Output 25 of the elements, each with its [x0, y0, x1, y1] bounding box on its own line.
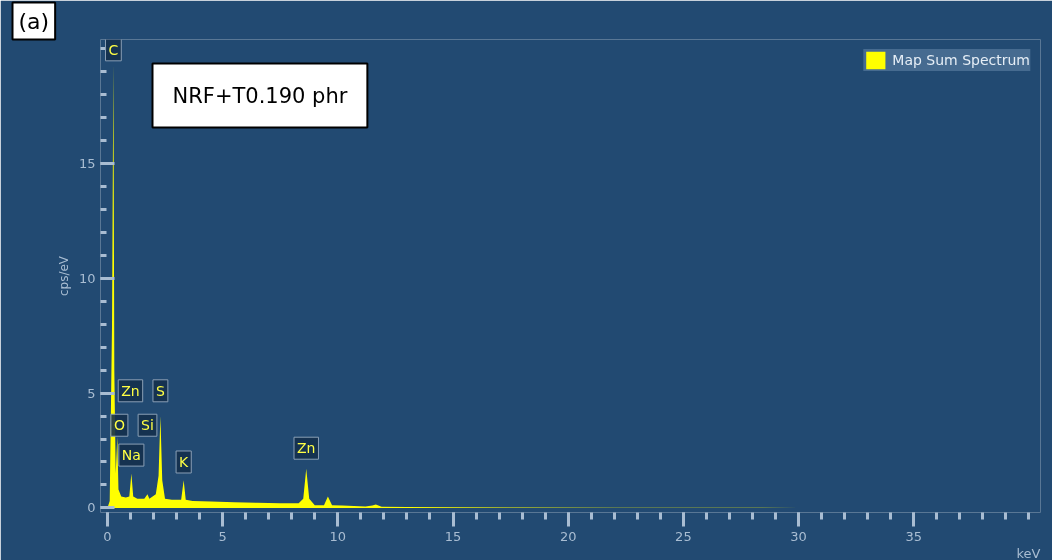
y-tick-label: 15 — [78, 155, 96, 171]
annotation: O — [113, 417, 125, 434]
annotation: Si — [141, 417, 154, 434]
annotation: NRF+T0.190 phr — [172, 83, 348, 108]
y-axis-title: cps/eV — [56, 255, 71, 297]
x-tick-label: 30 — [790, 528, 807, 544]
x-tick-label: 20 — [559, 528, 577, 544]
annotation: S — [155, 382, 165, 399]
annotation: Zn — [297, 440, 316, 457]
text: (a) — [18, 8, 50, 34]
x-tick-label: 5 — [218, 528, 227, 544]
annotation: C — [108, 41, 119, 58]
annotation: Na — [121, 447, 141, 464]
annotation: K — [179, 453, 190, 470]
y-tick-label: 0 — [87, 500, 96, 516]
x-tick-label: 25 — [675, 528, 692, 544]
x-axis-title: keV — [1016, 545, 1041, 560]
y-tick-label: 10 — [78, 270, 96, 286]
x-tick-label: 15 — [444, 528, 462, 544]
legend-label: Map Sum Spectrum — [892, 52, 1030, 68]
annotation: Zn — [121, 382, 140, 399]
y-tick-label: 5 — [87, 385, 96, 401]
x-tick-label: 35 — [905, 528, 923, 544]
x-tick-label: 10 — [329, 528, 347, 544]
x-tick-label: 0 — [103, 528, 112, 544]
